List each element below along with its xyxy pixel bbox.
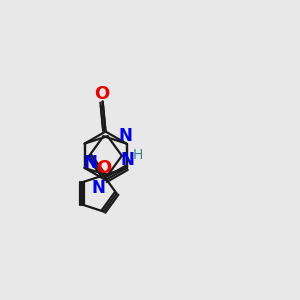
Text: N: N [118, 127, 132, 145]
Text: N: N [83, 154, 97, 172]
Text: H: H [133, 148, 143, 162]
Text: O: O [94, 85, 109, 103]
Text: O: O [96, 159, 111, 177]
Text: N: N [120, 152, 134, 169]
Text: N: N [92, 178, 106, 196]
